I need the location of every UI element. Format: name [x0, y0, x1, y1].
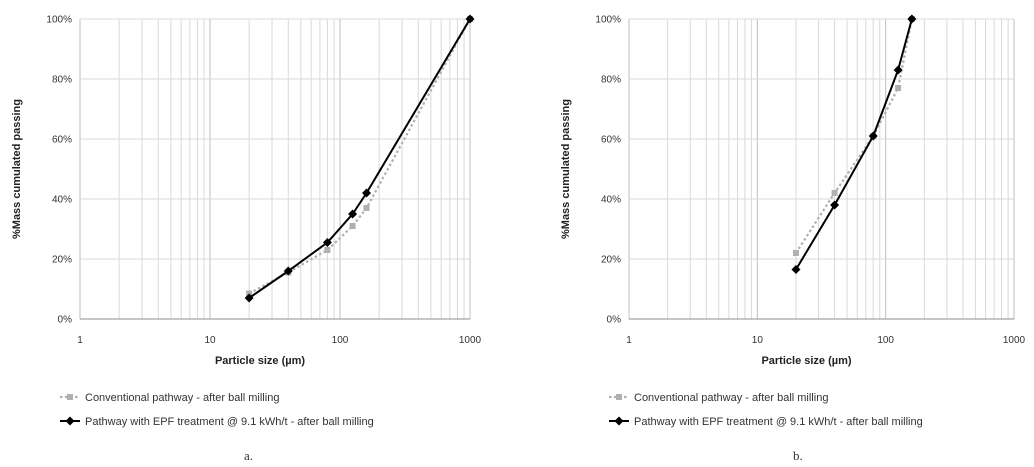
- x-tick-label: 1: [626, 335, 632, 346]
- y-axis-title: %Mass cumulated passing: [560, 99, 572, 239]
- data-point: [868, 131, 878, 141]
- data-point: [792, 250, 799, 256]
- x-tick-label: 10: [752, 335, 764, 346]
- chart-panel-b: 0% 20% 40% 60% 80% 100% 1 10 100 1000 Particle siz…: [517, 0, 1034, 467]
- y-tick-label: 20%: [601, 255, 621, 266]
- y-tick-label: 0%: [607, 315, 622, 326]
- y-tick-label: 20%: [52, 255, 72, 266]
- y-tick-label: 40%: [52, 195, 72, 206]
- legend-swatch-marker: [67, 394, 73, 400]
- chart-a-grid: [79, 18, 471, 319]
- chart-panel-a: 0% 20% 40% 60% 80% 100% 1 10 100 1000 Particle siz…: [11, 14, 482, 463]
- x-tick-label: 1: [77, 335, 83, 346]
- chart-b-legend: Conventional pathway - after ball millin…: [609, 392, 923, 428]
- series-line: [795, 18, 913, 254]
- data-point: [907, 14, 917, 24]
- data-point: [283, 266, 293, 276]
- chart-a-svg: 0% 20% 40% 60% 80% 100% 1 10 100 1000 Particle siz…: [11, 14, 482, 428]
- series-conventional-group: [246, 16, 473, 297]
- y-tick-label: 0%: [58, 315, 73, 326]
- chart-a-caption: a.: [244, 448, 254, 463]
- x-tick-label: 100: [332, 335, 349, 346]
- y-tick-label: 100%: [595, 15, 621, 26]
- legend-swatch-marker: [616, 394, 622, 400]
- legend-entry-label: Pathway with EPF treatment @ 9.1 kWh/t -…: [634, 416, 923, 428]
- data-point: [362, 188, 372, 198]
- legend-entry-label: Pathway with EPF treatment @ 9.1 kWh/t -…: [85, 416, 374, 428]
- y-tick-label: 60%: [52, 135, 72, 146]
- y-tick-label: 40%: [601, 195, 621, 206]
- data-point: [348, 209, 358, 219]
- legend-entry-label: Conventional pathway - after ball millin…: [85, 392, 279, 404]
- chart-a-legend: Conventional pathway - after ball millin…: [60, 392, 374, 428]
- data-point: [465, 14, 475, 24]
- x-tick-label: 1000: [1003, 335, 1026, 346]
- data-point: [830, 200, 840, 210]
- y-tick-label: 80%: [601, 75, 621, 86]
- chart-b-svg: 0% 20% 40% 60% 80% 100% 1 10 100 1000 Particle siz…: [560, 14, 1026, 428]
- series-conventional-group: [792, 16, 915, 256]
- series-line: [248, 18, 471, 299]
- y-tick-label: 100%: [46, 15, 72, 26]
- data-point: [324, 247, 331, 253]
- series-line: [795, 18, 913, 271]
- x-tick-label: 1000: [459, 335, 482, 346]
- x-tick-label: 10: [204, 335, 216, 346]
- series-epf-group: [791, 14, 917, 274]
- legend-entry-label: Conventional pathway - after ball millin…: [634, 392, 828, 404]
- x-axis-title: Particle size (µm): [215, 355, 305, 367]
- series-line: [248, 18, 471, 295]
- data-point: [244, 293, 254, 303]
- x-axis-title: Particle size (µm): [761, 355, 851, 367]
- data-point: [831, 190, 838, 196]
- y-axis-title: %Mass cumulated passing: [11, 99, 23, 239]
- y-tick-label: 60%: [601, 135, 621, 146]
- data-point: [363, 205, 370, 211]
- x-tick-label: 100: [877, 335, 894, 346]
- legend-swatch-marker: [65, 416, 75, 426]
- legend-swatch-marker: [614, 416, 624, 426]
- data-point: [322, 238, 332, 247]
- series-epf-group: [244, 14, 475, 303]
- chart-b-caption: b.: [793, 448, 803, 463]
- data-point: [791, 265, 801, 274]
- data-point: [893, 65, 903, 75]
- chart-b-grid: [628, 18, 1015, 319]
- y-tick-label: 80%: [52, 75, 72, 86]
- data-point: [895, 85, 902, 91]
- data-point: [349, 223, 356, 229]
